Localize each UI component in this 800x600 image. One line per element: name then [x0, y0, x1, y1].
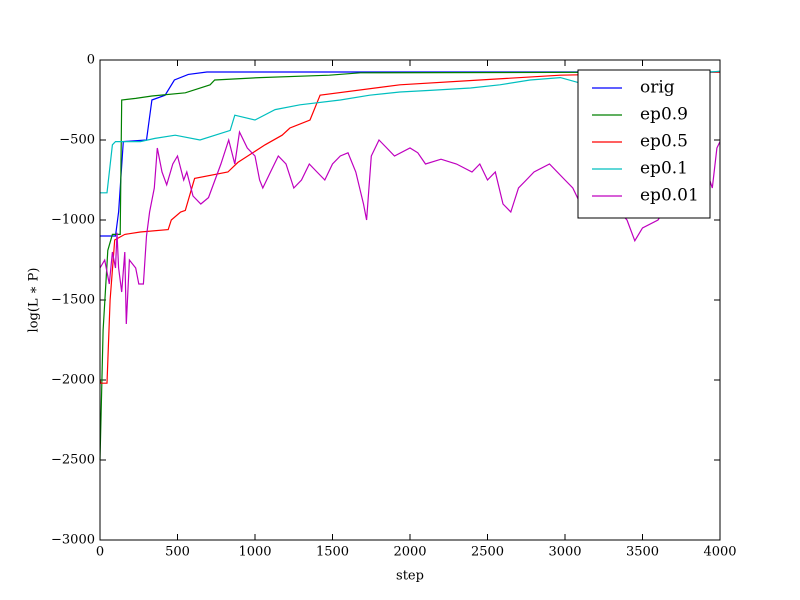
x-tick-label: 3000 — [548, 545, 581, 560]
x-tick-label: 0 — [96, 545, 104, 560]
y-axis-label: log(L ∗ P) — [27, 268, 42, 333]
y-tick-label: 0 — [87, 53, 95, 68]
series-line — [100, 70, 721, 194]
y-tick-label: −3000 — [51, 533, 95, 548]
legend-label: ep0.9 — [640, 105, 688, 125]
legend-label: ep0.5 — [640, 132, 688, 152]
series-line — [99, 71, 721, 384]
series-line — [99, 71, 721, 461]
y-tick-label: −1000 — [51, 213, 95, 228]
legend-label: ep0.1 — [640, 159, 688, 179]
x-tick-label: 2000 — [393, 545, 426, 560]
y-tick-label: −1500 — [51, 293, 95, 308]
y-tick-label: −2000 — [51, 373, 95, 388]
x-tick-label: 3500 — [626, 545, 659, 560]
x-tick-label: 1500 — [316, 545, 349, 560]
plot-frame — [99, 59, 721, 541]
x-tick-label: 1000 — [238, 545, 271, 560]
series-line — [100, 71, 720, 237]
y-tick-label: −500 — [59, 133, 95, 148]
x-tick-label: 4000 — [703, 545, 736, 560]
y-tick-label: −2500 — [51, 453, 95, 468]
legend: orig ep0.9 ep0.5 ep0.1 ep0.01 — [577, 69, 711, 219]
legend-label: ep0.01 — [640, 186, 699, 206]
x-axis-label: step — [396, 569, 424, 584]
x-tick-label: 500 — [165, 545, 190, 560]
legend-box — [577, 69, 711, 219]
series-line — [99, 129, 721, 325]
x-tick-label: 2500 — [471, 545, 504, 560]
legend-label: orig — [640, 78, 675, 98]
